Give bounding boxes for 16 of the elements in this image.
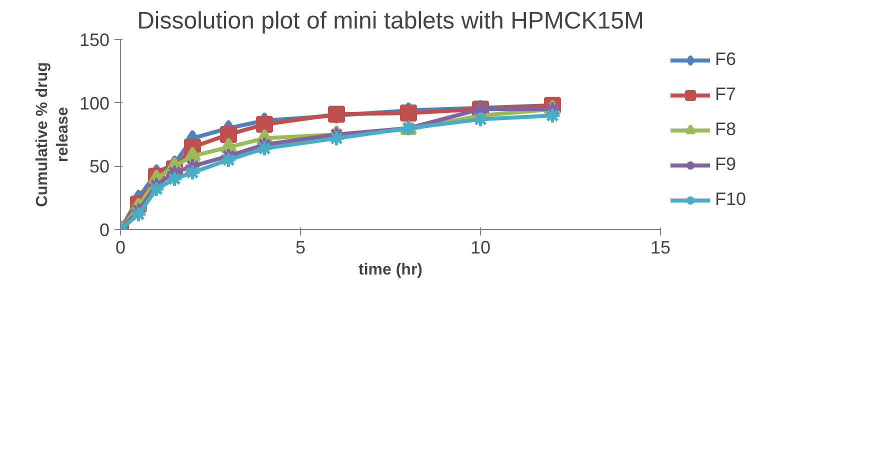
y-axis-title: Cumulative % drug release [34,62,72,207]
legend-label: F7 [715,84,736,105]
x-tick-label: 0 [115,238,126,258]
x-tick-label: 15 [650,238,671,258]
y-tick-label: 50 [89,156,110,177]
x-tick-label: 5 [295,238,306,258]
chart-title: Dissolution plot of mini tablets with HPMCK15M [137,8,644,34]
y-tick-label: 150 [79,30,110,50]
y-tick-label: 0 [99,220,110,240]
legend-label: F10 [715,189,746,210]
y-tick-label: 100 [79,93,110,114]
x-tick-label: 10 [470,238,491,258]
legend-label: F6 [715,49,736,70]
x-axis-title: time (hr) [358,262,422,278]
legend-label: F8 [715,119,736,140]
legend-label: F9 [715,154,736,175]
